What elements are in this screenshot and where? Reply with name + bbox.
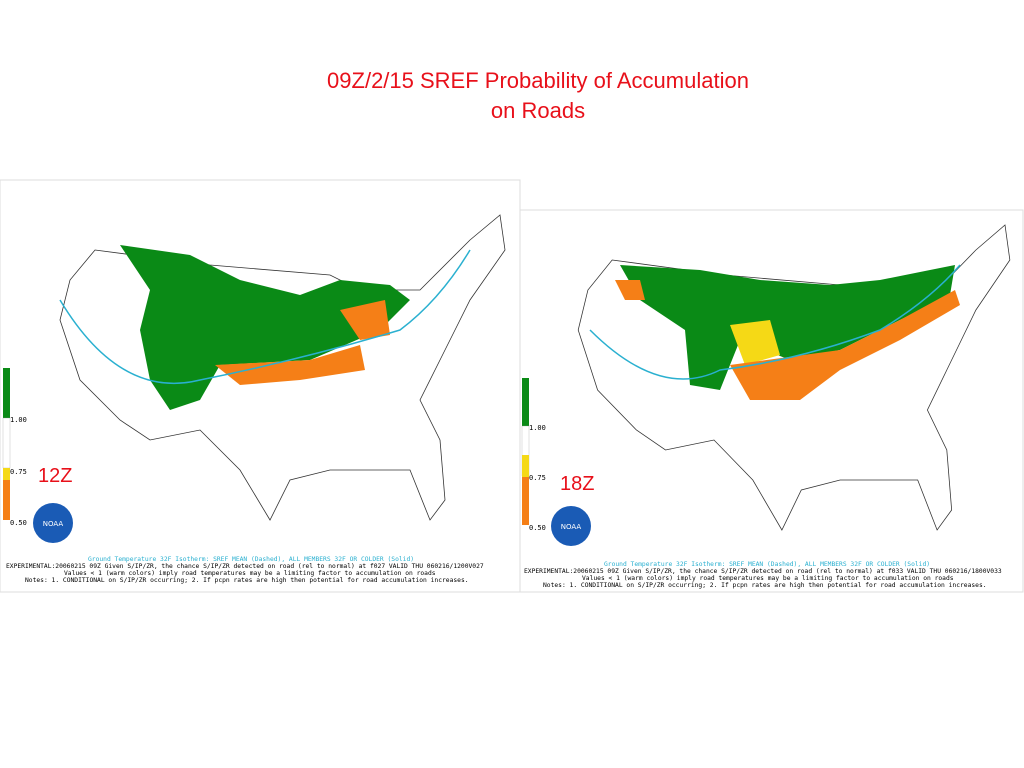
isotherm bbox=[589, 264, 961, 380]
legend-tick: 1.00 bbox=[10, 416, 27, 424]
legend-bar bbox=[3, 480, 10, 520]
legend-tick: 0.75 bbox=[529, 474, 546, 482]
caption: EXPERIMENTAL:20060215 09Z Given S/IP/ZR,… bbox=[6, 563, 484, 570]
logo-text: NOAA bbox=[43, 520, 64, 528]
probability-area bbox=[730, 290, 960, 400]
caption: Ground Temperature 32F Isotherm: SREF ME… bbox=[604, 561, 930, 568]
map-panel: 1.00 0.75 0.50 12Z NOAA Ground Temperatu… bbox=[0, 179, 521, 593]
probability-area bbox=[730, 320, 780, 365]
title: 09Z/2/15 SREF Probability of Accumulatio… bbox=[327, 68, 749, 93]
legend-bar bbox=[522, 378, 529, 426]
legend-bar bbox=[522, 455, 529, 477]
caption: Notes: 1. CONDITIONAL on S/IP/ZR occurri… bbox=[543, 582, 987, 589]
legend-bar bbox=[522, 477, 529, 525]
logo bbox=[551, 506, 591, 546]
caption: Values < 1 (warm colors) imply road temp… bbox=[64, 570, 436, 577]
legend-tick: 0.50 bbox=[10, 519, 27, 527]
probability-area bbox=[215, 345, 365, 385]
caption: EXPERIMENTAL:20060215 09Z Given S/IP/ZR,… bbox=[524, 568, 1002, 575]
legend-tick: 0.75 bbox=[10, 468, 27, 476]
legend-tick: 1.00 bbox=[529, 424, 546, 432]
caption: Values < 1 (warm colors) imply road temp… bbox=[582, 575, 954, 582]
legend-bar bbox=[2, 417, 11, 469]
caption: Ground Temperature 32F Isotherm: SREF ME… bbox=[88, 556, 414, 563]
isotherm bbox=[59, 249, 471, 385]
probability-area bbox=[340, 300, 390, 340]
probability-area bbox=[620, 265, 955, 390]
legend-tick: 0.50 bbox=[529, 524, 546, 532]
caption: Notes: 1. CONDITIONAL on S/IP/ZR occurri… bbox=[25, 577, 469, 584]
probability-area bbox=[120, 245, 410, 410]
logo-text: NOAA bbox=[561, 523, 582, 531]
legend-bar bbox=[3, 368, 10, 418]
logo bbox=[33, 503, 73, 543]
legend-bar bbox=[3, 468, 10, 480]
map-panel: 1.00 0.75 0.50 18Z NOAA Ground Temperatu… bbox=[519, 209, 1024, 593]
panel-label: 18Z bbox=[560, 473, 594, 495]
panel-label: 12Z bbox=[38, 465, 72, 487]
probability-area bbox=[615, 280, 645, 300]
title: on Roads bbox=[491, 98, 585, 123]
